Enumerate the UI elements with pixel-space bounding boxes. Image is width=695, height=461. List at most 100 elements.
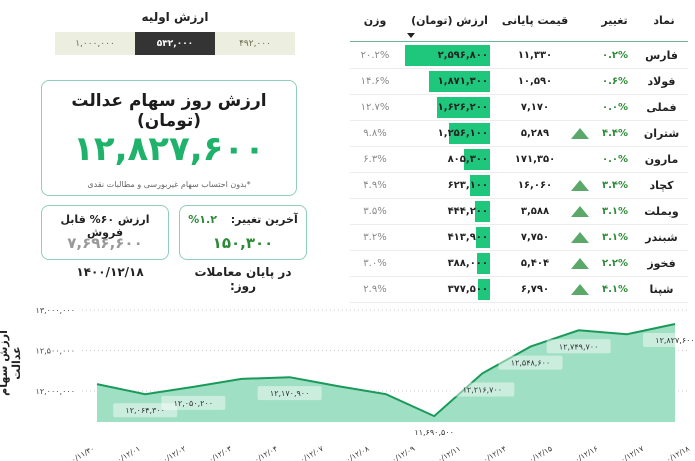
row-symbol[interactable]: وبملت bbox=[644, 205, 679, 218]
table-row[interactable]: ۹.۸% ۱,۲۵۶,۱۰۰ ۵,۲۸۹ ۴.۴% شتران bbox=[350, 121, 688, 147]
row-symbol[interactable]: شپنا bbox=[649, 283, 674, 296]
last-change-amount: ۱۵۰,۳۰۰ bbox=[212, 234, 274, 252]
row-price: ۱۷۱,۳۵۰ bbox=[514, 154, 556, 165]
header-price[interactable]: قیمت پایانی bbox=[501, 14, 569, 27]
row-trend bbox=[565, 147, 595, 173]
x-tick-label: ۱۴۰۰/۱۲/۰۷ bbox=[288, 444, 325, 461]
row-change: ۳.۱% bbox=[601, 232, 629, 243]
chart-plot: ۱۳,۰۰۰,۰۰۰ ۱۲,۵۰۰,۰۰۰ ۱۲,۰۰۰,۰۰۰ ۱۲,۰۶۴,۳۰۰… bbox=[36, 306, 695, 461]
row-price: ۶,۷۹۰ bbox=[520, 284, 550, 295]
row-symbol[interactable]: شبندر bbox=[645, 231, 678, 244]
row-symbol[interactable]: فارس bbox=[645, 49, 678, 62]
row-trend bbox=[565, 173, 595, 199]
row-trend bbox=[565, 121, 595, 147]
data-label-bg bbox=[161, 395, 226, 410]
header-value[interactable]: ارزش (تومان) bbox=[411, 14, 488, 27]
x-tick-label: ۱۴۰۰/۱۲/۰۴ bbox=[242, 444, 279, 461]
up-triangle-icon bbox=[571, 257, 589, 269]
data-label-bg bbox=[643, 332, 695, 347]
row-trend bbox=[565, 199, 595, 225]
row-weight: ۳.۰% bbox=[363, 258, 387, 269]
row-weight: ۴.۹% bbox=[363, 180, 387, 191]
row-weight: ۹.۸% bbox=[363, 128, 387, 139]
row-value: ۱,۲۵۶,۱۰۰ bbox=[402, 121, 490, 147]
row-change: ۰.۶% bbox=[601, 76, 629, 87]
data-label: ۱۲,۸۲۷,۶۰۰ bbox=[655, 336, 694, 345]
initial-value-option-532000[interactable]: ۵۳۲,۰۰۰ bbox=[135, 32, 215, 55]
row-weight: ۳.۲% bbox=[363, 232, 387, 243]
x-tick-label: ۱۴۰۰/۱۲/۱۶ bbox=[563, 444, 600, 461]
row-value: ۴۴۴,۲۰۰ bbox=[402, 199, 490, 225]
table-row[interactable]: ۳.۰% ۳۸۸,۰۰۰ ۵,۴۰۴ ۲.۲% فخوز bbox=[350, 251, 688, 277]
row-value: ۶۲۳,۱۰۰ bbox=[402, 173, 490, 199]
row-trend bbox=[565, 277, 595, 303]
table-row[interactable]: ۳.۲% ۴۱۳,۹۰۰ ۷,۷۵۰ ۳.۱% شبندر bbox=[350, 225, 688, 251]
row-value-text: ۸۰۵,۳۰۰ bbox=[447, 154, 488, 165]
row-change: ۳.۴% bbox=[601, 180, 629, 191]
x-tick-label: ۱۴۰۰/۱۲/۱۷ bbox=[608, 444, 645, 461]
row-symbol[interactable]: فولاد bbox=[647, 75, 676, 88]
value-bar bbox=[429, 71, 490, 92]
row-change: ۳.۱% bbox=[601, 206, 629, 217]
table-row[interactable]: ۲۰.۲% ۲,۵۹۶,۸۰۰ ۱۱,۳۳۰ ۰.۲% فارس bbox=[350, 43, 688, 69]
up-triangle-icon bbox=[571, 127, 589, 139]
table-row[interactable]: ۶.۳% ۸۰۵,۳۰۰ ۱۷۱,۳۵۰ ۰.۰% مارون bbox=[350, 147, 688, 173]
daily-value-title: ارزش روز سهام عدالت (تومان) bbox=[71, 91, 267, 131]
row-symbol[interactable]: کچاد bbox=[649, 179, 674, 192]
header-symbol[interactable]: نماد bbox=[653, 14, 675, 27]
sort-desc-icon[interactable] bbox=[407, 33, 415, 38]
value-bar bbox=[478, 279, 490, 300]
data-label-bg bbox=[402, 425, 467, 440]
initial-value-option-492000[interactable]: ۴۹۲,۰۰۰ bbox=[215, 32, 295, 55]
x-tick-label: ۱۴۰۰/۱۲/۱۵ bbox=[517, 444, 554, 461]
table-row[interactable]: ۲.۹% ۳۷۷,۵۰۰ ۶,۷۹۰ ۴.۱% شپنا bbox=[350, 277, 688, 303]
row-value-text: ۴۱۳,۹۰۰ bbox=[447, 232, 488, 243]
value-bar bbox=[437, 97, 490, 118]
row-change: ۲.۲% bbox=[601, 258, 629, 269]
row-value: ۳۷۷,۵۰۰ bbox=[402, 277, 490, 303]
row-price: ۵,۲۸۹ bbox=[520, 128, 550, 139]
row-symbol[interactable]: فملی bbox=[646, 101, 677, 114]
row-symbol[interactable]: شتران bbox=[643, 127, 680, 140]
row-value: ۱,۶۲۶,۲۰۰ bbox=[402, 95, 490, 121]
data-label: ۱۲,۷۴۹,۷۰۰ bbox=[559, 342, 598, 351]
y-tick-label: ۱۳,۰۰۰,۰۰۰ bbox=[36, 306, 75, 315]
value-bar bbox=[405, 45, 490, 66]
row-symbol[interactable]: مارون bbox=[644, 153, 679, 166]
value-bar bbox=[476, 227, 490, 248]
sellable-value-card: ارزش ۶۰% قابل فروش ۷,۶۹۶,۶۰۰ bbox=[41, 205, 169, 260]
row-value-text: ۳۷۷,۵۰۰ bbox=[447, 284, 488, 295]
row-trend bbox=[565, 95, 595, 121]
x-tick-label: ۱۴۰۰/۱۱/۳۰ bbox=[59, 444, 96, 461]
row-change: ۰.۰% bbox=[601, 102, 629, 113]
row-value: ۴۱۳,۹۰۰ bbox=[402, 225, 490, 251]
table-row[interactable]: ۴.۹% ۶۲۳,۱۰۰ ۱۶,۰۶۰ ۳.۴% کچاد bbox=[350, 173, 688, 199]
last-change-header: آخرین تغییر: ۱.۲% bbox=[180, 213, 306, 226]
row-trend bbox=[565, 225, 595, 251]
row-price: ۳,۵۸۸ bbox=[520, 206, 550, 217]
data-label: ۱۲,۱۷۰,۹۰۰ bbox=[270, 389, 309, 398]
x-tick-label: ۱۴۰۰/۱۲/۰۸ bbox=[334, 444, 371, 461]
data-label-bg bbox=[257, 386, 322, 401]
x-tick-label: ۱۴۰۰/۱۲/۱۴ bbox=[471, 444, 508, 461]
row-change: ۰.۰% bbox=[601, 154, 629, 165]
end-of-day-label: در پایان معاملات روز: bbox=[194, 265, 292, 293]
table-row[interactable]: ۳.۵% ۴۴۴,۲۰۰ ۳,۵۸۸ ۳.۱% وبملت bbox=[350, 199, 688, 225]
sellable-value-title: ارزش ۶۰% قابل فروش bbox=[60, 213, 150, 239]
value-bar bbox=[477, 253, 490, 274]
header-weight[interactable]: وزن bbox=[363, 14, 387, 27]
value-bar bbox=[475, 201, 490, 222]
initial-value-option-1000000[interactable]: ۱,۰۰۰,۰۰۰ bbox=[55, 32, 135, 55]
header-change[interactable]: تغییر bbox=[601, 14, 628, 27]
data-label-bg bbox=[498, 355, 563, 370]
row-value-text: ۴۴۴,۲۰۰ bbox=[447, 206, 488, 217]
table-row[interactable]: ۱۲.۷% ۱,۶۲۶,۲۰۰ ۷,۱۷۰ ۰.۰% فملی bbox=[350, 95, 688, 121]
last-change-card: آخرین تغییر: ۱.۲% ۱۵۰,۳۰۰ bbox=[179, 205, 307, 260]
table-row[interactable]: ۱۴.۶% ۱,۸۷۱,۳۰۰ ۱۰,۵۹۰ ۰.۶% فولاد bbox=[350, 69, 688, 95]
row-change: ۴.۴% bbox=[601, 128, 629, 139]
row-symbol[interactable]: فخوز bbox=[647, 257, 676, 270]
chart-line bbox=[96, 323, 676, 418]
row-trend bbox=[565, 251, 595, 277]
row-value-text: ۱,۶۲۶,۲۰۰ bbox=[437, 102, 488, 113]
initial-value-title: ارزش اولیه bbox=[141, 10, 209, 24]
